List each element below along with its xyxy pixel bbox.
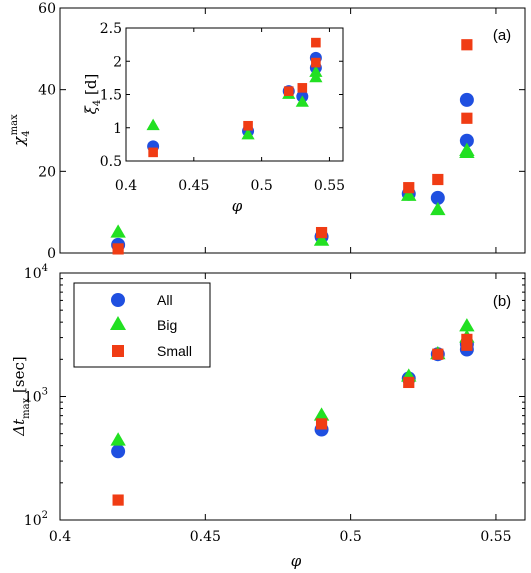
top-ytick-label: 60 bbox=[38, 1, 56, 17]
top-panel-label: (a) bbox=[493, 27, 511, 44]
bottom-point-small bbox=[432, 348, 444, 360]
bottom-ytick-label: 102 bbox=[24, 510, 48, 529]
inset-point-big bbox=[309, 65, 323, 77]
inset-ytick-label: 2 bbox=[113, 54, 122, 70]
inset-ylabel: ξ4 [d] bbox=[82, 74, 103, 115]
bottom-point-all bbox=[111, 444, 126, 459]
legend-marker-all bbox=[111, 293, 125, 307]
top-point-big bbox=[430, 201, 446, 216]
top-plot-frame bbox=[59, 7, 526, 254]
bottom-point-small bbox=[112, 494, 124, 506]
inset-point-big bbox=[146, 118, 160, 131]
bottom-point-small bbox=[461, 339, 473, 351]
top-point-big bbox=[313, 232, 330, 246]
top-point-big bbox=[459, 142, 475, 156]
inset-background bbox=[125, 27, 344, 162]
inset-xtick-label: 0.55 bbox=[314, 178, 345, 194]
top-ytick-label: 0 bbox=[47, 246, 56, 262]
legend-box bbox=[73, 282, 211, 368]
bottom-point-big bbox=[110, 432, 126, 446]
top-point-small bbox=[432, 173, 444, 186]
legend-marker-big bbox=[110, 316, 126, 330]
legend-label-big: Big bbox=[157, 317, 177, 333]
bottom-point-big bbox=[313, 407, 330, 421]
top-point-all bbox=[459, 92, 474, 107]
inset-ytick-label: 1.5 bbox=[100, 88, 122, 104]
bottom-point-small bbox=[461, 333, 473, 345]
top-point-all bbox=[430, 190, 445, 205]
inset-point-small bbox=[243, 120, 253, 131]
inset-ytick-label: 0.5 bbox=[100, 154, 122, 170]
top-ytick-label: 20 bbox=[38, 164, 56, 180]
svg-text:ξ4 [d]: ξ4 [d] bbox=[82, 74, 103, 115]
inset-xtick-label: 0.45 bbox=[178, 178, 209, 194]
top-point-big bbox=[401, 187, 417, 201]
inset-point-small bbox=[297, 83, 308, 93]
legend-label-small: Small bbox=[157, 343, 192, 359]
top-point-small bbox=[315, 226, 328, 239]
inset-point-small bbox=[311, 37, 321, 48]
svg-text:χ4max: χ4max bbox=[9, 114, 32, 147]
top-point-small bbox=[112, 243, 124, 255]
top-ytick-label: 40 bbox=[38, 83, 56, 99]
top-point-small bbox=[461, 112, 473, 124]
top-ylabel: χ4max bbox=[9, 114, 32, 147]
inset-ytick-label: 2.5 bbox=[100, 21, 122, 37]
bottom-xtick-label: 0.4 bbox=[49, 529, 71, 545]
bottom-point-small bbox=[315, 418, 328, 430]
inset-point-small bbox=[311, 57, 321, 68]
inset-xtick-label: 0.4 bbox=[115, 178, 137, 194]
legend-label-all: All bbox=[157, 292, 173, 308]
bottom-point-small bbox=[403, 376, 415, 389]
top-point-all bbox=[459, 133, 474, 148]
inset-point-big bbox=[295, 95, 309, 107]
top-point-big bbox=[110, 224, 126, 238]
inset-point-small bbox=[148, 147, 158, 158]
inset-point-small bbox=[283, 86, 294, 96]
top-point-small bbox=[461, 39, 473, 51]
bottom-xtick-label: 0.5 bbox=[339, 529, 361, 545]
legend: All Big Small bbox=[73, 282, 211, 368]
bottom-point-big bbox=[459, 318, 475, 332]
top-point-small bbox=[403, 182, 415, 194]
inset-point-big bbox=[241, 127, 255, 140]
legend-marker-small bbox=[112, 345, 124, 357]
bottom-xlabel: φ bbox=[291, 552, 302, 570]
inset-ytick-label: 1 bbox=[113, 121, 122, 137]
bottom-panel-label: (b) bbox=[493, 293, 511, 310]
bottom-xtick-label: 0.55 bbox=[480, 529, 511, 545]
inset-xlabel: φ bbox=[232, 197, 243, 215]
bottom-xtick-label: 0.45 bbox=[190, 529, 221, 545]
inset-xtick-label: 0.5 bbox=[250, 178, 272, 194]
bottom-ytick-label: 104 bbox=[24, 263, 48, 282]
